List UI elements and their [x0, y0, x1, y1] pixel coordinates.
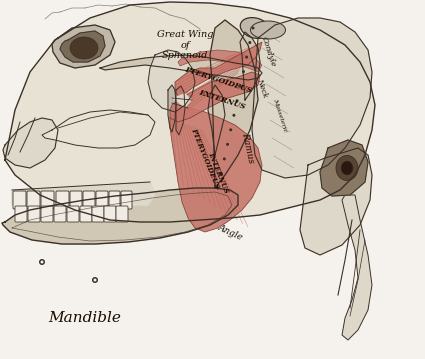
FancyBboxPatch shape — [80, 206, 92, 222]
Text: Ramus: Ramus — [241, 132, 256, 164]
FancyBboxPatch shape — [56, 191, 69, 209]
Polygon shape — [3, 118, 58, 168]
Text: Angle: Angle — [216, 222, 244, 242]
Ellipse shape — [252, 27, 255, 29]
Ellipse shape — [250, 21, 286, 39]
Polygon shape — [342, 195, 372, 340]
Ellipse shape — [240, 18, 270, 38]
FancyBboxPatch shape — [41, 206, 53, 222]
FancyBboxPatch shape — [28, 206, 40, 222]
Text: PTERYGOIDEUS: PTERYGOIDEUS — [183, 65, 252, 95]
Text: Mandible: Mandible — [48, 311, 122, 325]
FancyBboxPatch shape — [27, 191, 40, 209]
FancyBboxPatch shape — [109, 191, 120, 209]
Text: Masseteric: Masseteric — [272, 98, 288, 132]
Polygon shape — [320, 140, 368, 196]
Polygon shape — [252, 18, 372, 178]
Ellipse shape — [94, 279, 96, 281]
FancyBboxPatch shape — [54, 206, 66, 222]
Ellipse shape — [235, 99, 238, 102]
Polygon shape — [240, 32, 260, 100]
Ellipse shape — [232, 114, 235, 117]
Polygon shape — [60, 31, 105, 62]
Polygon shape — [148, 50, 195, 112]
Ellipse shape — [70, 37, 98, 59]
Polygon shape — [208, 85, 225, 155]
Ellipse shape — [92, 277, 98, 283]
Polygon shape — [2, 188, 238, 244]
FancyBboxPatch shape — [121, 191, 132, 209]
Text: Great Wing
of
Sphenoid: Great Wing of Sphenoid — [157, 30, 213, 60]
Ellipse shape — [229, 128, 232, 131]
FancyBboxPatch shape — [70, 191, 82, 209]
FancyBboxPatch shape — [41, 191, 54, 209]
Ellipse shape — [226, 143, 229, 146]
Text: Neck: Neck — [255, 77, 269, 99]
Polygon shape — [175, 42, 262, 98]
Polygon shape — [5, 2, 375, 222]
FancyBboxPatch shape — [15, 206, 27, 222]
FancyBboxPatch shape — [13, 191, 26, 209]
Polygon shape — [170, 108, 262, 232]
Polygon shape — [210, 20, 258, 188]
Ellipse shape — [341, 161, 353, 175]
Text: PTERYGOIDEUS: PTERYGOIDEUS — [189, 127, 221, 190]
Text: EXTERNUS: EXTERNUS — [198, 89, 246, 111]
Ellipse shape — [223, 157, 226, 160]
Ellipse shape — [220, 172, 223, 175]
Polygon shape — [12, 182, 155, 205]
Polygon shape — [170, 72, 260, 122]
Text: Condyle: Condyle — [259, 36, 277, 68]
Polygon shape — [172, 93, 192, 108]
Polygon shape — [176, 86, 185, 135]
FancyBboxPatch shape — [96, 191, 108, 209]
Polygon shape — [42, 110, 155, 148]
FancyBboxPatch shape — [92, 206, 104, 222]
FancyBboxPatch shape — [67, 206, 79, 222]
Polygon shape — [52, 25, 115, 68]
Ellipse shape — [336, 155, 358, 181]
Polygon shape — [300, 148, 372, 255]
FancyBboxPatch shape — [83, 191, 95, 209]
Ellipse shape — [40, 261, 43, 264]
Polygon shape — [100, 55, 262, 80]
Polygon shape — [178, 50, 262, 72]
Ellipse shape — [216, 186, 219, 190]
Ellipse shape — [39, 259, 45, 265]
Text: INTERNUS: INTERNUS — [206, 150, 230, 194]
Ellipse shape — [248, 41, 251, 44]
Polygon shape — [168, 85, 176, 132]
FancyBboxPatch shape — [116, 206, 128, 222]
Ellipse shape — [245, 56, 248, 59]
Ellipse shape — [242, 70, 245, 73]
FancyBboxPatch shape — [104, 206, 116, 222]
Ellipse shape — [239, 85, 242, 88]
